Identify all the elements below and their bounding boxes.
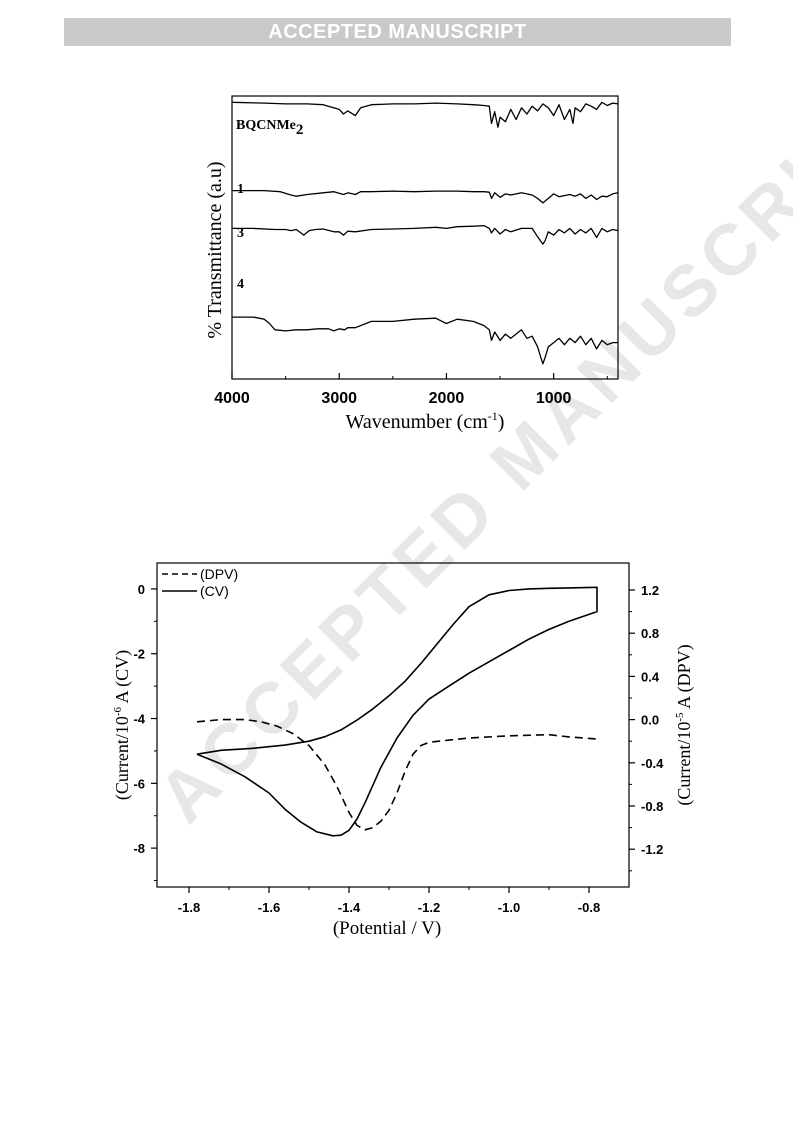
cv-right-y-tick-label: -0.4 <box>641 756 664 771</box>
manuscript-banner: ACCEPTED MANUSCRIPT <box>64 18 731 46</box>
cv-x-tick-label: -1.4 <box>338 900 361 915</box>
legend-cv-label: (CV) <box>200 583 229 599</box>
cv-left-y-axis-label: (Current/10-6 A (CV) <box>112 650 133 800</box>
ftir-x-tick-label: 2000 <box>429 390 465 407</box>
cv-left-y-tick-label: -8 <box>133 841 145 856</box>
cv-left-y-tick-label: -2 <box>133 647 145 662</box>
ftir-series-label-3: 3 <box>237 226 244 241</box>
ftir-series-4 <box>232 316 618 365</box>
ftir-series-1 <box>232 189 619 204</box>
cv-right-y-tick-label: 0.0 <box>641 713 659 728</box>
cv-right-y-tick-label: -0.8 <box>641 799 663 814</box>
cv-right-y-tick-label: 1.2 <box>641 583 659 598</box>
ftir-x-axis-label: Wavenumber (cm-1) <box>346 409 505 433</box>
cv-x-tick-label: -1.2 <box>418 900 440 915</box>
ftir-x-tick-label: 3000 <box>321 390 357 407</box>
ftir-series-label-4: 4 <box>237 277 244 292</box>
cv-right-y-tick-label: -1.2 <box>641 842 663 857</box>
cv-left-y-tick-label: 0 <box>138 582 145 597</box>
ftir-series-label-BQCNMe2: BQCNMe2 <box>236 118 303 138</box>
cv-x-tick-label: -1.6 <box>258 900 280 915</box>
cv-right-y-axis-label: (Current/10-5 A (DPV) <box>674 644 695 805</box>
ftir-x-tick-label: 1000 <box>536 390 572 407</box>
ftir-plot-frame <box>231 95 619 380</box>
cv-left-y-tick-label: -4 <box>133 712 145 727</box>
cv-legend: (DPV) (CV) <box>162 566 238 599</box>
cv-x-axis-label: (Potential / V) <box>333 918 441 939</box>
cv-x-tick-label: -1.8 <box>178 900 200 915</box>
ftir-chart: 4000 3000 2000 1000 Wavenumber (cm-1) % Tra… <box>204 95 619 433</box>
legend-dpv-label: (DPV) <box>200 566 238 582</box>
ftir-x-tick-label: 4000 <box>214 390 250 407</box>
ftir-series-3 <box>232 224 619 245</box>
cv-x-tick-label: -1.0 <box>498 900 520 915</box>
cv-right-y-tick-label: 0.8 <box>641 626 659 641</box>
ftir-series-BQCNMe2 <box>231 101 619 128</box>
ftir-y-axis-label: % Transmittance (a.u) <box>204 161 226 338</box>
cv-right-y-tick-label: 0.4 <box>641 669 660 684</box>
ftir-series-label-1: 1 <box>237 182 244 197</box>
cv-x-tick-label: -0.8 <box>578 900 600 915</box>
